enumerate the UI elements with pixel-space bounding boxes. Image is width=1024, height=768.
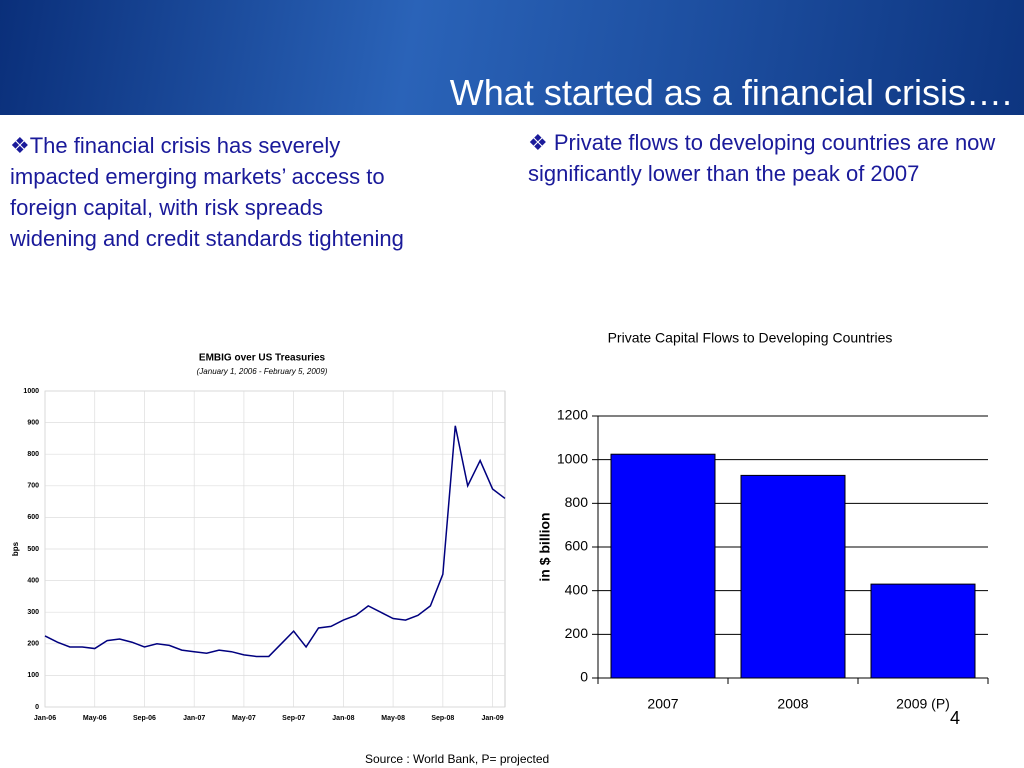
y-tick-label: 100 (27, 672, 39, 679)
y-axis-label: in $ billion (537, 512, 553, 581)
page-number: 4 (950, 708, 961, 728)
y-tick-label: 800 (27, 451, 39, 458)
x-tick-label: Jan-08 (332, 715, 354, 722)
chart-title: EMBIG over US Treasuries (199, 353, 326, 364)
header (0, 0, 1024, 115)
y-tick-label: 200 (27, 641, 39, 648)
x-tick-label: Sep-06 (133, 715, 156, 722)
bar (870, 583, 976, 679)
x-tick-label: 2009 (P) (896, 696, 950, 712)
slide-title: What started as a financial crisis…. (449, 72, 1012, 113)
x-tick-label: May-06 (83, 715, 107, 722)
x-tick-label: Jan-07 (183, 715, 205, 722)
x-tick-label: Jan-09 (481, 715, 503, 722)
y-tick-label: 600 (27, 514, 39, 521)
y-tick-label: 400 (565, 581, 589, 597)
bullet-text: ❖ Private flows to developing countries … (528, 130, 996, 186)
chart-subtitle: (January 1, 2006 - February 5, 2009) (197, 367, 328, 376)
y-tick-label: 400 (27, 577, 39, 584)
chart-title: Private Capital Flows to Developing Coun… (608, 330, 893, 346)
y-axis-label: bps (11, 541, 20, 556)
y-tick-label: 1000 (23, 388, 39, 395)
x-tick-label: Sep-08 (431, 715, 454, 722)
y-tick-label: 600 (565, 538, 589, 554)
x-tick-label: May-08 (381, 715, 405, 722)
x-tick-label: 2008 (777, 696, 808, 712)
x-tick-label: Sep-07 (282, 715, 305, 722)
y-tick-label: 1200 (557, 407, 588, 423)
x-tick-label: 2007 (647, 696, 678, 712)
bullet-text: ❖The financial crisis has severely impac… (10, 133, 404, 251)
line-series (44, 425, 506, 658)
x-tick-label: May-07 (232, 715, 256, 722)
y-tick-label: 800 (565, 494, 589, 510)
y-tick-label: 900 (27, 419, 39, 426)
bar (610, 453, 716, 679)
y-tick-label: 0 (35, 704, 39, 711)
y-tick-label: 500 (27, 546, 39, 553)
y-tick-label: 300 (27, 609, 39, 616)
bar (740, 474, 846, 679)
y-tick-label: 700 (27, 483, 39, 490)
y-tick-label: 0 (580, 669, 588, 685)
source-note: Source : World Bank, P= projected (365, 752, 550, 766)
y-tick-label: 200 (565, 625, 589, 641)
y-tick-label: 1000 (557, 450, 588, 466)
x-tick-label: Jan-06 (34, 715, 56, 722)
